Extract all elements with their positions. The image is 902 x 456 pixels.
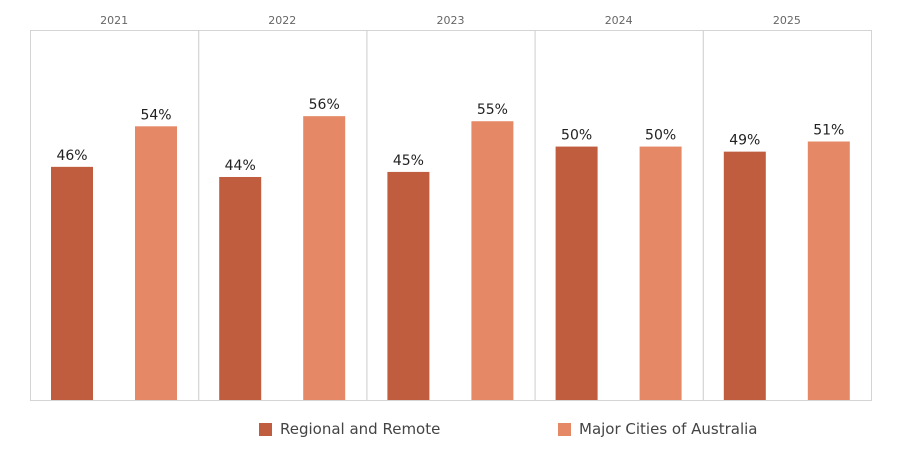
legend: Regional and Remote Major Cities of Aust… xyxy=(0,420,902,444)
legend-swatch-major-cities xyxy=(558,422,571,436)
bar-major-cities-2021 xyxy=(135,126,177,401)
year-label-2024: 2024 xyxy=(605,14,633,27)
legend-item-major-cities: Major Cities of Australia xyxy=(558,420,758,438)
bar-major-cities-2025 xyxy=(807,141,850,401)
bar-regional-2022 xyxy=(219,176,262,400)
data-label-regional-2023: 45% xyxy=(393,153,424,169)
year-label-2023: 2023 xyxy=(437,14,465,27)
year-label-2021: 2021 xyxy=(100,14,128,27)
data-label-major-cities-2024: 50% xyxy=(645,128,676,144)
bar-regional-2023 xyxy=(387,171,430,400)
data-label-regional-2022: 44% xyxy=(225,158,256,174)
bar-major-cities-2022 xyxy=(303,116,346,401)
bar-regional-2021 xyxy=(51,166,93,400)
legend-label-regional: Regional and Remote xyxy=(280,420,441,438)
bar-regional-2025 xyxy=(723,151,766,400)
legend-item-regional: Regional and Remote xyxy=(259,420,440,438)
year-label-2022: 2022 xyxy=(268,14,296,27)
data-label-regional-2024: 50% xyxy=(561,128,592,144)
data-label-major-cities-2021: 54% xyxy=(140,107,171,123)
data-label-major-cities-2025: 51% xyxy=(813,123,844,139)
panel-2025 xyxy=(702,30,872,401)
data-label-regional-2025: 49% xyxy=(729,133,760,149)
legend-swatch-regional xyxy=(259,422,272,436)
bar-regional-2024 xyxy=(555,146,598,400)
chart: 2021 46% 54% 2022 44% 56% 2023 45% 55% 2024 50% 50%… xyxy=(30,14,872,401)
data-label-major-cities-2023: 55% xyxy=(477,102,508,118)
legend-label-major-cities: Major Cities of Australia xyxy=(579,420,758,438)
bar-major-cities-2024 xyxy=(639,146,682,400)
data-label-major-cities-2022: 56% xyxy=(309,97,340,113)
year-label-2025: 2025 xyxy=(773,14,801,27)
bar-major-cities-2023 xyxy=(471,121,514,400)
data-label-regional-2021: 46% xyxy=(56,148,87,164)
